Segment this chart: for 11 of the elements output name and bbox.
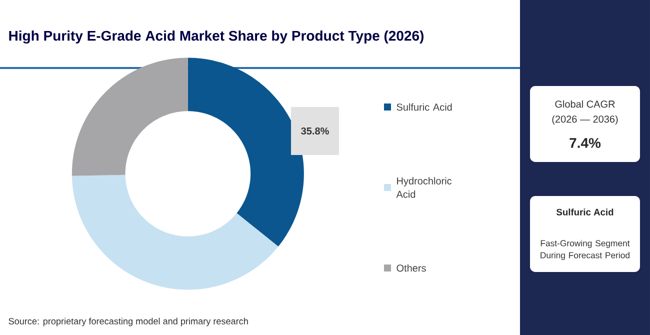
legend-label: Others [396,264,426,272]
legend-label: Sulfuric Acid [396,103,452,111]
text: Global CAGR [555,100,615,108]
chart-title: High Purity E-Grade Acid Market Share by Product Type (2026) [9,30,424,44]
text: 7.4% [570,138,601,148]
text: (2026 — 2036) [552,115,618,125]
text: Sulfuric Acid [556,208,614,216]
source-note: Source: proprietary forecasting model and primary research [8,318,248,326]
text: Fast-Growing Segment During Forecast Period [540,240,630,260]
legend-label: Hydrochloric Acid [396,177,452,198]
data-label: 35.8% [301,127,329,135]
